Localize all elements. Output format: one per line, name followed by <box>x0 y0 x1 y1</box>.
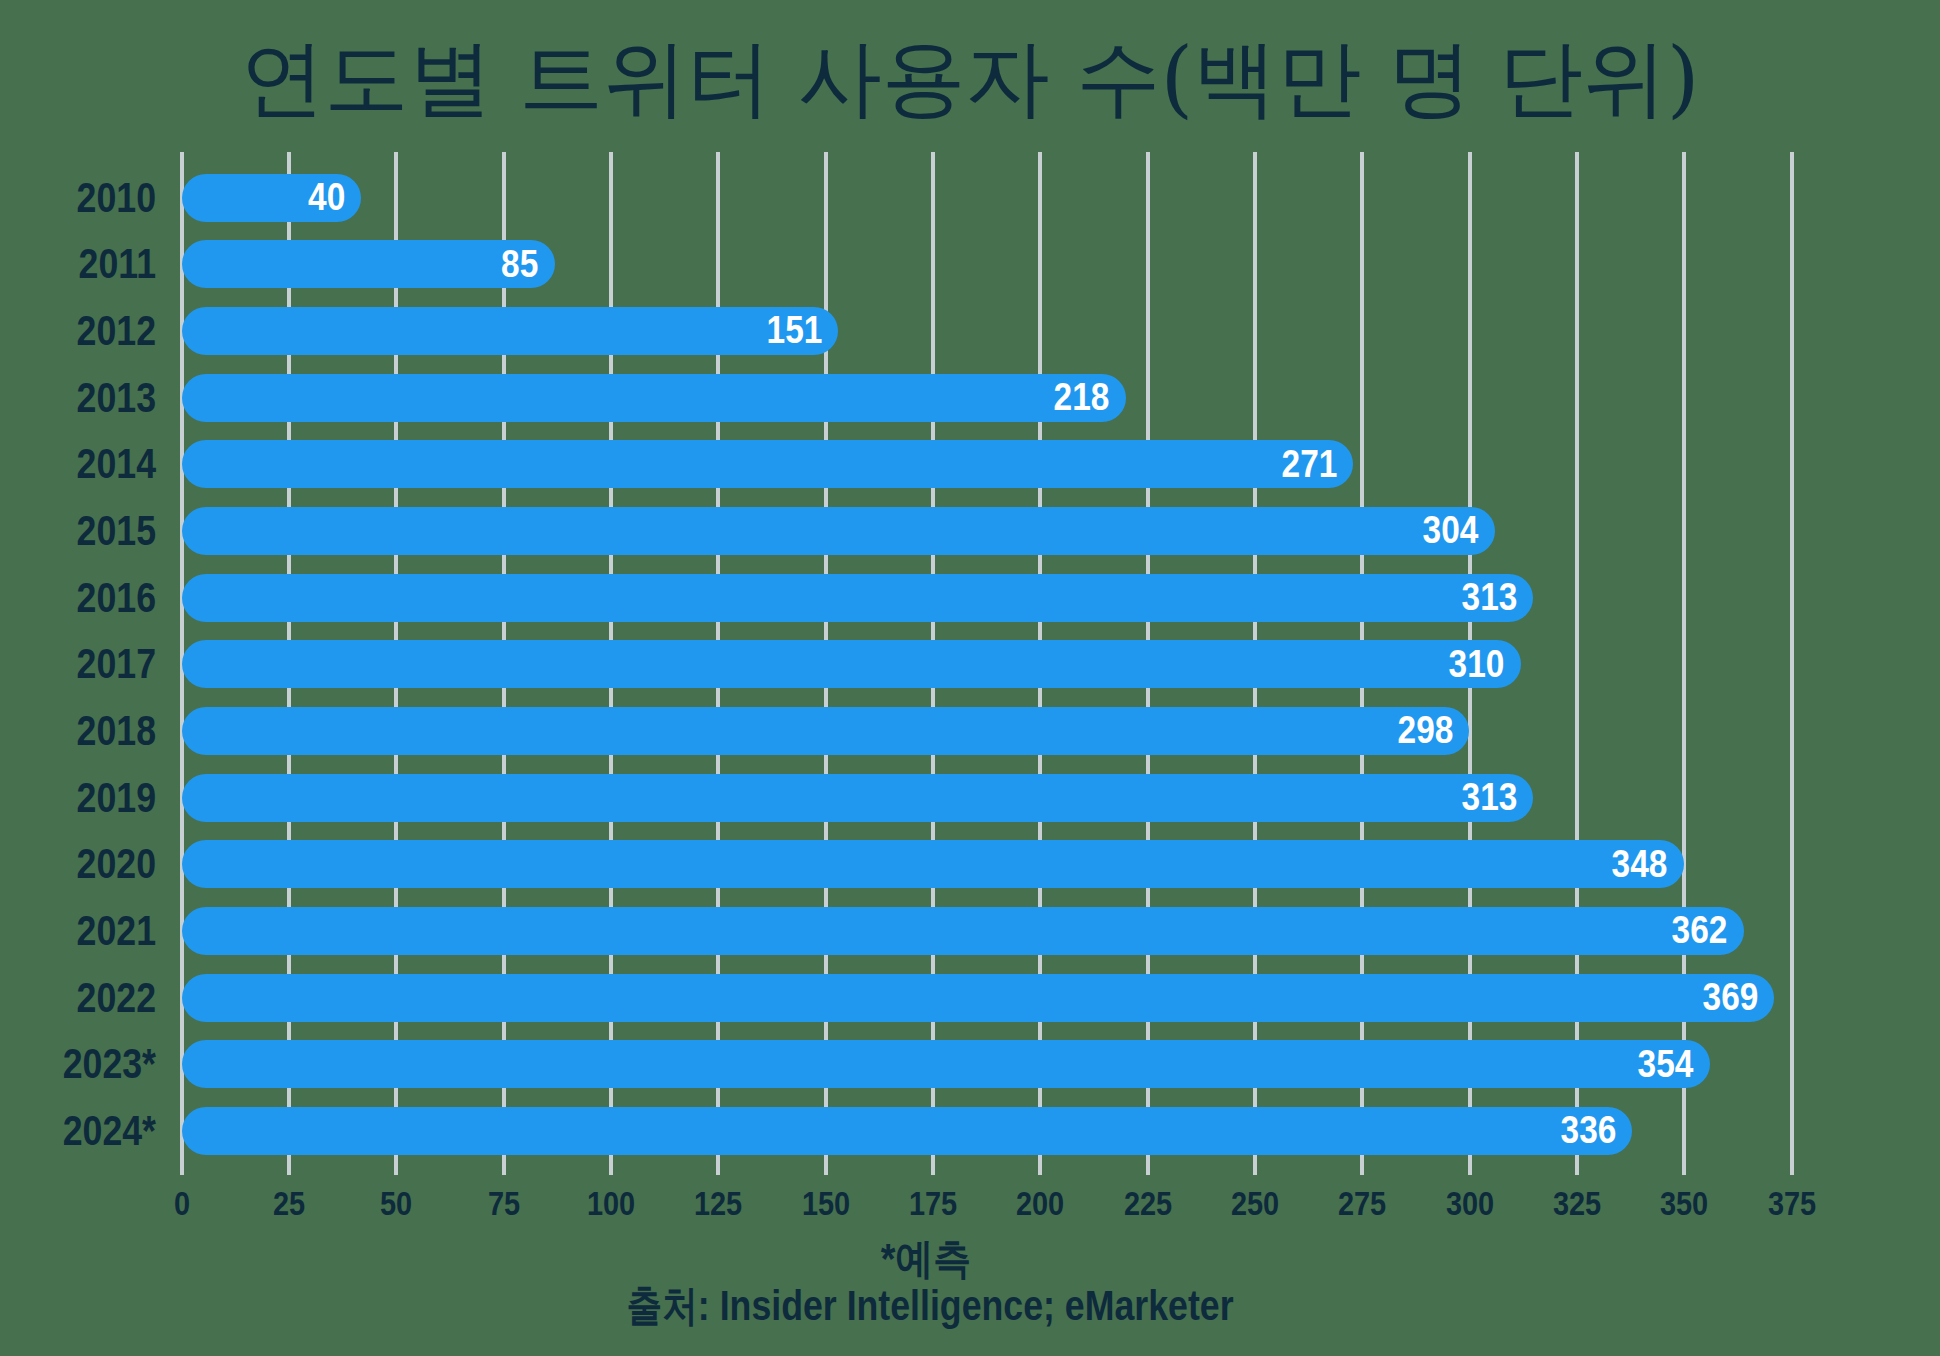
bar-value-label: 313 <box>1462 774 1518 822</box>
x-axis-tick-label: 300 <box>1446 1184 1494 1223</box>
x-axis-tick-label: 50 <box>380 1184 412 1223</box>
bar-value-label: 313 <box>1462 574 1518 622</box>
y-axis-label: 2023* <box>23 1040 156 1088</box>
bar-2024: 336 <box>182 1107 1633 1155</box>
y-axis-label: 2016 <box>23 574 156 622</box>
bar-2011: 85 <box>182 240 555 288</box>
y-axis-label: 2022 <box>23 974 156 1022</box>
bar-2022: 369 <box>182 974 1774 1022</box>
y-axis-label: 2020 <box>23 840 156 888</box>
x-axis-tick-label: 175 <box>909 1184 957 1223</box>
y-axis-label: 2010 <box>23 174 156 222</box>
bar-value-label: 362 <box>1672 907 1728 955</box>
bar-2021: 362 <box>182 907 1744 955</box>
bar-value-label: 298 <box>1397 707 1453 755</box>
gridline <box>1682 152 1686 1175</box>
bar-value-label: 151 <box>766 307 822 355</box>
bar-value-label: 304 <box>1423 507 1479 555</box>
bar-value-label: 336 <box>1560 1107 1616 1155</box>
y-axis-label: 2018 <box>23 707 156 755</box>
x-axis-tick-label: 25 <box>273 1184 305 1223</box>
bar-2012: 151 <box>182 307 838 355</box>
bar-2016: 313 <box>182 574 1534 622</box>
x-axis-tick-label: 100 <box>587 1184 635 1223</box>
bar-value-label: 271 <box>1281 440 1337 488</box>
x-axis-tick-label: 125 <box>694 1184 742 1223</box>
x-axis-tick-label: 325 <box>1553 1184 1601 1223</box>
bar-value-label: 40 <box>308 174 345 222</box>
bar-2014: 271 <box>182 440 1354 488</box>
source-credit: 출처: Insider Intelligence; eMarketer <box>626 1278 1233 1334</box>
x-axis-tick-label: 250 <box>1231 1184 1279 1223</box>
gridline <box>1790 152 1794 1175</box>
bar-value-label: 218 <box>1054 374 1110 422</box>
gridline <box>1575 152 1579 1175</box>
chart-title: 연도별 트위터 사용자 수(백만 명 단위) <box>240 22 1699 136</box>
bar-value-label: 348 <box>1612 840 1668 888</box>
bar-value-label: 85 <box>501 240 538 288</box>
y-axis-label: 2014 <box>23 440 156 488</box>
x-axis-tick-label: 350 <box>1660 1184 1708 1223</box>
y-axis-label: 2012 <box>23 307 156 355</box>
y-axis-label: 2011 <box>23 240 156 288</box>
bar-value-label: 310 <box>1449 640 1505 688</box>
bar-2023: 354 <box>182 1040 1710 1088</box>
y-axis-label: 2013 <box>23 374 156 422</box>
x-axis-tick-label: 0 <box>174 1184 190 1223</box>
bar-value-label: 354 <box>1638 1040 1694 1088</box>
bar-2020: 348 <box>182 840 1684 888</box>
bar-2018: 298 <box>182 707 1469 755</box>
y-axis-label: 2021 <box>23 907 156 955</box>
bar-2019: 313 <box>182 774 1534 822</box>
bar-2017: 310 <box>182 640 1521 688</box>
bar-2015: 304 <box>182 507 1495 555</box>
x-axis-tick-label: 375 <box>1768 1184 1816 1223</box>
y-axis-label: 2015 <box>23 507 156 555</box>
x-axis-tick-label: 225 <box>1124 1184 1172 1223</box>
bar-2013: 218 <box>182 374 1126 422</box>
x-axis-tick-label: 150 <box>802 1184 850 1223</box>
x-axis-tick-label: 200 <box>1016 1184 1064 1223</box>
bar-2010: 40 <box>182 174 362 222</box>
y-axis-label: 2019 <box>23 774 156 822</box>
chart-page: 연도별 트위터 사용자 수(백만 명 단위) 0 25 50 75 100 125 150 1… <box>0 0 1940 1356</box>
y-axis-label: 2017 <box>23 640 156 688</box>
bar-value-label: 369 <box>1702 974 1758 1022</box>
x-axis-tick-label: 275 <box>1338 1184 1386 1223</box>
y-axis-label: 2024* <box>23 1107 156 1155</box>
x-axis-tick-label: 75 <box>488 1184 520 1223</box>
